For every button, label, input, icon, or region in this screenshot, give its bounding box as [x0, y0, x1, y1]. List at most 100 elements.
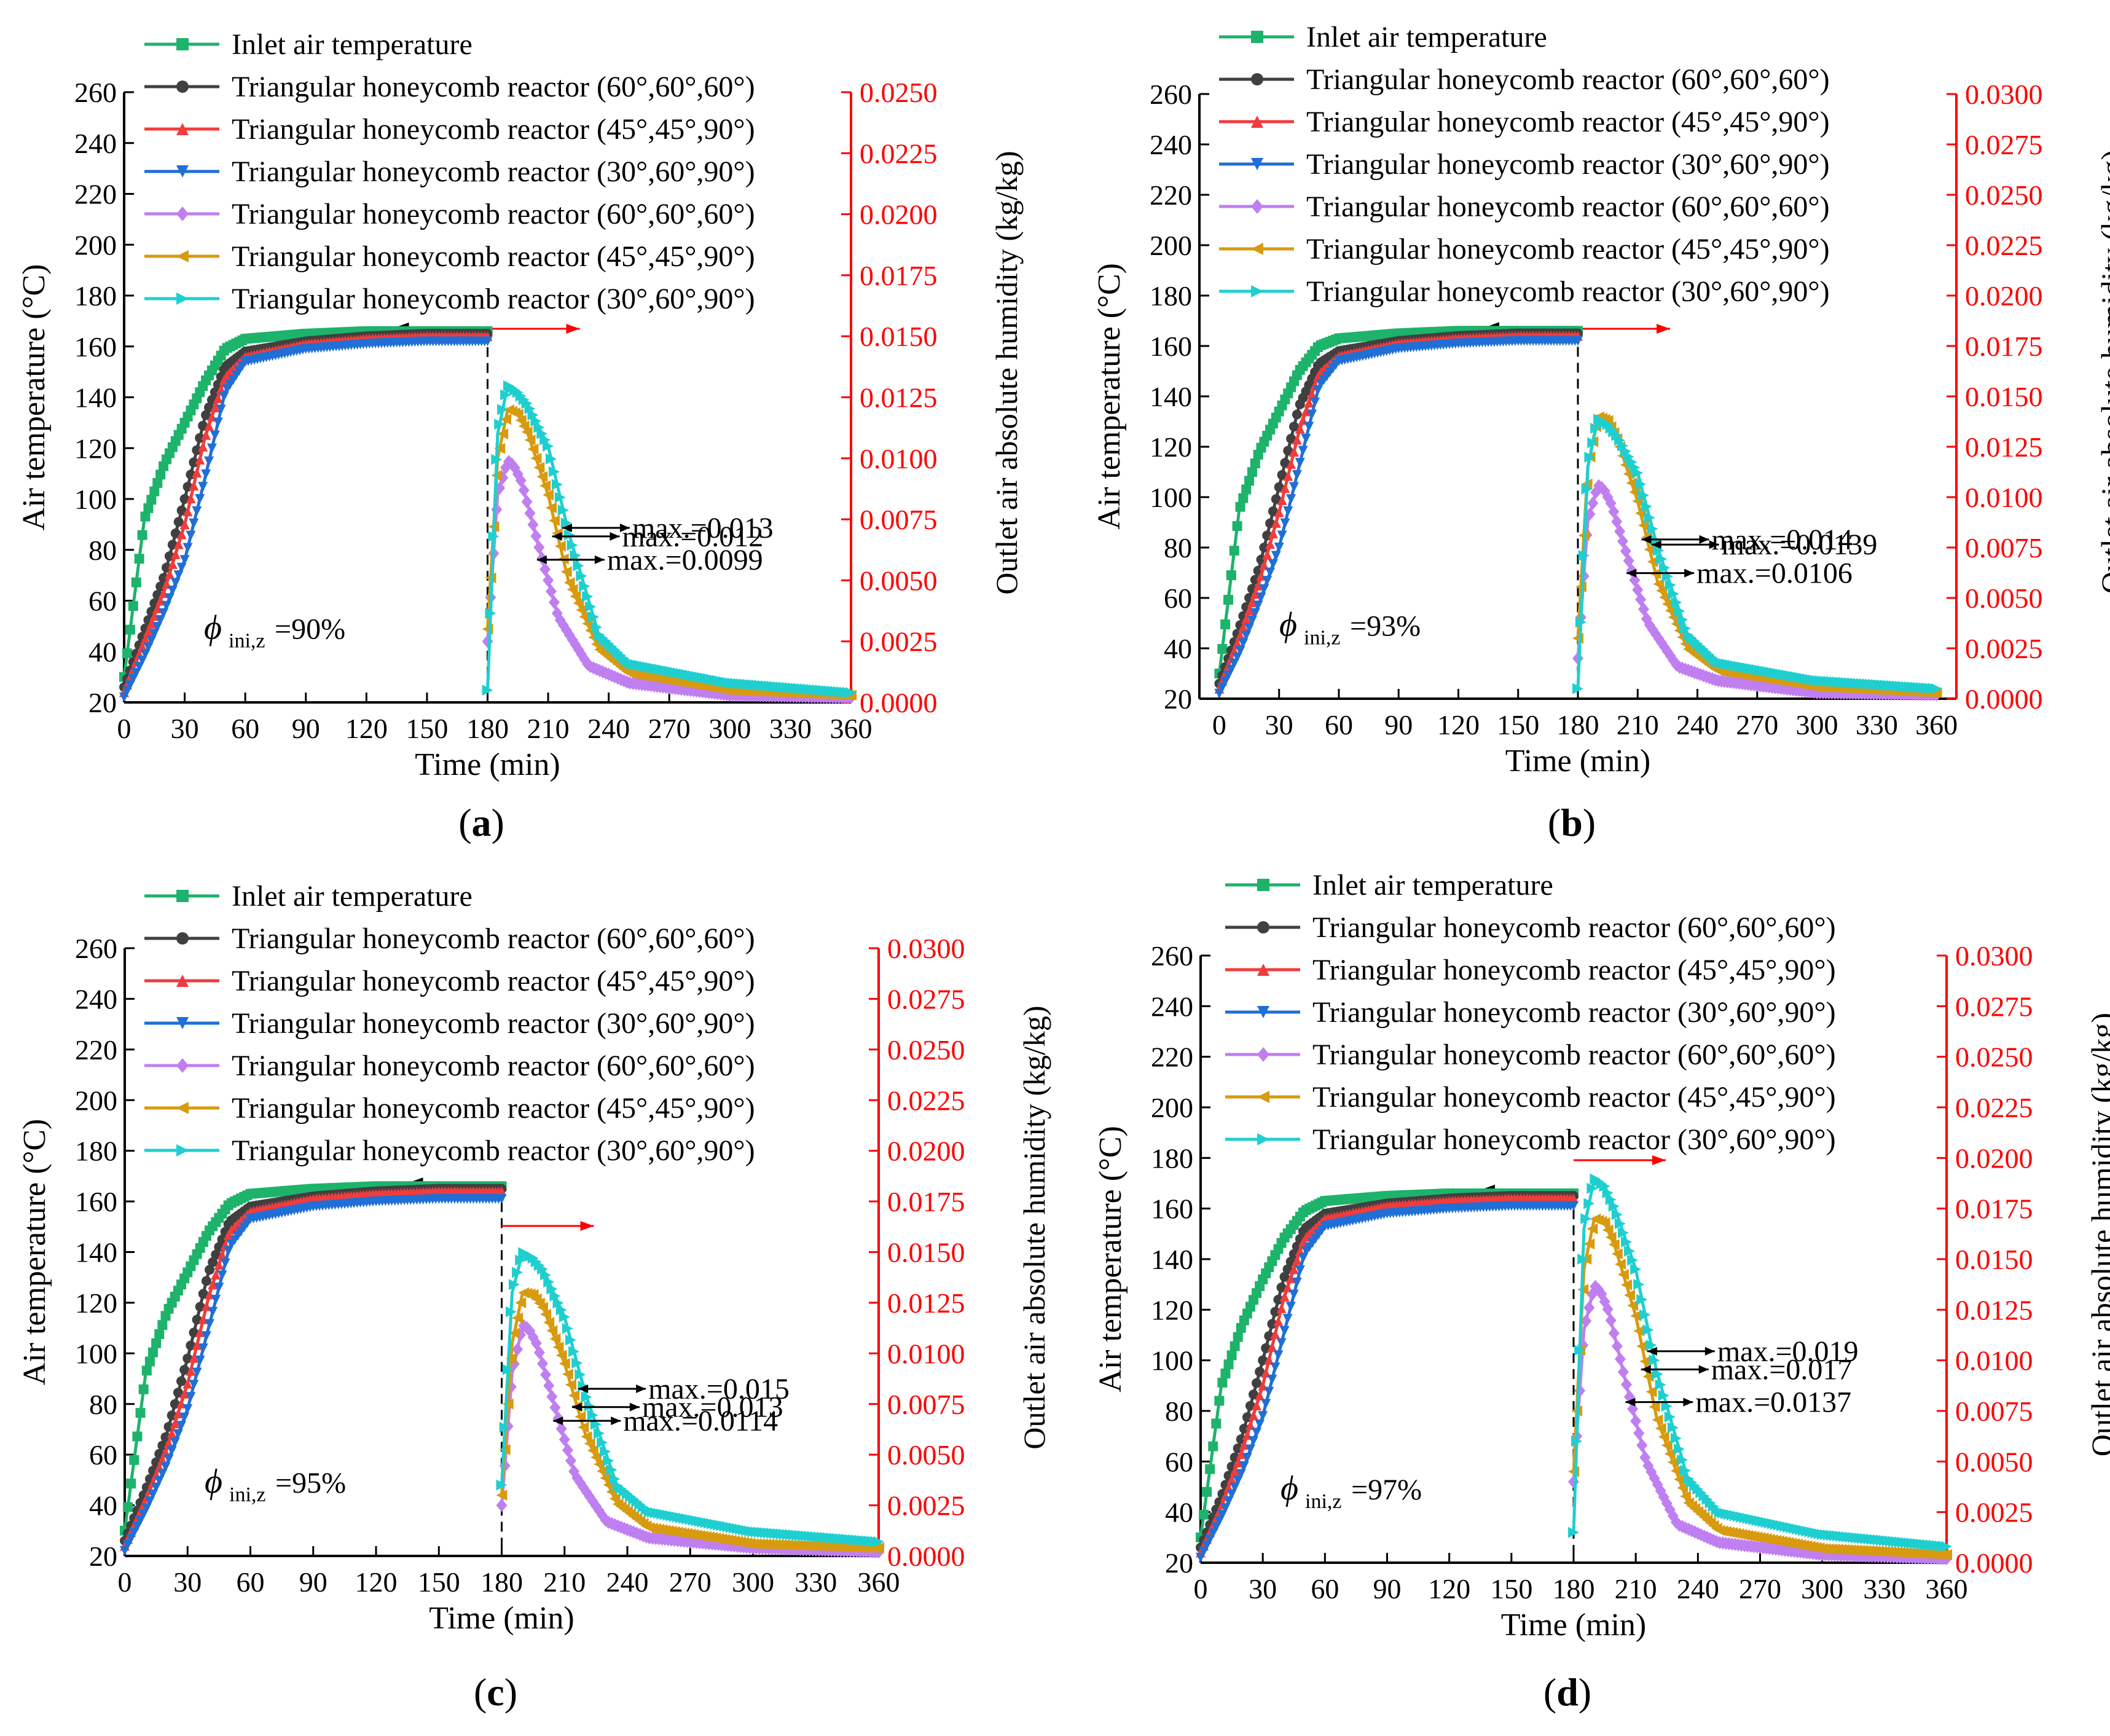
- y2-tick-label: 0.0050: [860, 565, 938, 596]
- temperature-series-point: [1239, 1423, 1249, 1434]
- temperature-series-point: [1295, 1265, 1305, 1276]
- humidity-series-point: [555, 1349, 567, 1361]
- temperature-series-point: [163, 1454, 174, 1464]
- temperature-series-point: [1298, 446, 1308, 456]
- legend-label: Triangular honeycomb reactor (60°,60°,60…: [232, 71, 755, 103]
- y2-axis-title: Outlet air absolute humidity (kg/kg): [2085, 1013, 2110, 1456]
- humidity-series-point: [1649, 1401, 1660, 1413]
- humidity-series-point: [555, 1422, 567, 1436]
- temperature-series-point: [176, 529, 187, 540]
- max-annotation: max.=0.0137: [1695, 1386, 1851, 1419]
- temperature-series-point: [120, 1546, 130, 1556]
- humidity-series-point: [609, 1473, 621, 1485]
- humidity-series-point: [1611, 1209, 1623, 1220]
- humidity-series-point: [1931, 683, 1942, 694]
- legend-label: Triangular honeycomb reactor (60°,60°,60…: [232, 922, 755, 955]
- legend-marker: [176, 1144, 189, 1157]
- temperature-series-point: [1255, 1390, 1265, 1400]
- temperature-series-point: [1286, 494, 1296, 505]
- temperature-series-point: [1259, 584, 1269, 594]
- annotation-arrowhead: [610, 532, 620, 541]
- humidity-series-point: [1620, 1279, 1632, 1290]
- legend-label: Triangular honeycomb reactor (45°,45°,90…: [1306, 106, 1830, 138]
- temperature-series-point: [1261, 1399, 1271, 1409]
- humidity-series-point: [587, 1445, 598, 1456]
- y2-tick-label: 0.0050: [1955, 1446, 2033, 1477]
- legend-label: Triangular honeycomb reactor (30°,60°,90…: [232, 155, 755, 188]
- humidity-series-point: [1605, 1313, 1617, 1327]
- humidity-series-point: [1623, 451, 1634, 463]
- max-annotation: max.=0.0106: [1696, 557, 1853, 590]
- temperature-series-point: [1236, 1449, 1246, 1459]
- temperature-series-point: [219, 391, 229, 402]
- y-tick-label: 140: [75, 1237, 117, 1268]
- y-tick-label: 60: [1164, 583, 1192, 614]
- annotation-arrowhead: [1709, 540, 1719, 549]
- x-tick-label: 330: [1863, 1573, 1905, 1604]
- humidity-series-point: [1620, 544, 1631, 558]
- x-tick-label: 360: [830, 713, 873, 744]
- arrowhead-right: [1657, 324, 1670, 334]
- humidity-series-point: [1620, 446, 1631, 457]
- x-axis-title: Time (min): [1501, 1608, 1646, 1643]
- humidity-series-point: [1586, 1182, 1598, 1194]
- temperature-series-point: [1248, 1410, 1258, 1420]
- humidity-series-point: [579, 580, 590, 592]
- humidity-series-point: [1659, 592, 1671, 603]
- y2-tick-label: 0.0075: [860, 504, 938, 535]
- panel-label-letter: b: [1561, 801, 1583, 844]
- humidity-series-point: [554, 492, 566, 503]
- y2-tick-label: 0.0075: [887, 1389, 965, 1420]
- y-tick-label: 240: [1151, 991, 1193, 1022]
- x-tick-label: 180: [480, 1566, 523, 1598]
- phi-value: =93%: [1350, 610, 1421, 643]
- humidity-series-point: [1633, 1426, 1645, 1440]
- temperature-series-point: [146, 618, 157, 629]
- legend-label: Triangular honeycomb reactor (60°,60°,60…: [232, 1050, 755, 1082]
- humidity-series-point: [570, 591, 581, 602]
- temperature-series-point: [1226, 1350, 1237, 1361]
- legend-marker: [1251, 158, 1263, 170]
- humidity-series-line: [486, 458, 852, 699]
- x-tick-label: 180: [1553, 1573, 1595, 1604]
- humidity-series-point: [549, 1333, 561, 1345]
- y2-tick-label: 0.0175: [887, 1186, 965, 1217]
- humidity-series-point: [1653, 544, 1665, 556]
- y-tick-label: 260: [1150, 79, 1192, 110]
- humidity-series-point: [1630, 1414, 1642, 1428]
- y-tick-label: 120: [74, 433, 117, 464]
- humidity-series-point: [1605, 1194, 1617, 1206]
- y-tick-label: 60: [89, 1439, 117, 1471]
- humidity-series-point: [597, 1437, 608, 1448]
- legend-label: Triangular honeycomb reactor (45°,45°,90…: [232, 1092, 755, 1125]
- temperature-series-point: [1214, 1396, 1225, 1406]
- x-tick-label: 210: [527, 713, 570, 744]
- humidity-series-point: [548, 595, 560, 609]
- y-tick-label: 220: [1151, 1042, 1193, 1073]
- humidity-series-point: [1644, 512, 1655, 524]
- temperature-series-point: [128, 601, 138, 611]
- humidity-series-point: [1605, 1231, 1617, 1243]
- temperature-series-point: [176, 505, 187, 516]
- humidity-series-line: [1576, 482, 1937, 696]
- y-tick-label: 140: [1150, 381, 1192, 412]
- temperature-series-point: [1250, 458, 1260, 469]
- temperature-series-point: [206, 443, 217, 454]
- humidity-series-point: [560, 517, 572, 529]
- legend-label: Triangular honeycomb reactor (60°,60°,60…: [1306, 63, 1830, 96]
- legend-label: Triangular honeycomb reactor (30°,60°,90…: [232, 1007, 755, 1040]
- temperature-series-point: [1229, 546, 1239, 556]
- y-tick-label: 260: [74, 77, 117, 108]
- humidity-series-point: [543, 440, 554, 452]
- temperature-series-point: [1235, 630, 1245, 641]
- y2-tick-label: 0.0225: [1965, 230, 2043, 261]
- y-tick-label: 180: [75, 1136, 117, 1167]
- temperature-series-point: [186, 493, 196, 504]
- panel-label: (d): [1543, 1670, 1591, 1714]
- humidity-series-point: [1667, 1422, 1679, 1434]
- y-tick-label: 180: [1150, 280, 1192, 312]
- humidity-series-point: [1644, 544, 1655, 556]
- temperature-series-point: [213, 417, 223, 428]
- temperature-series-point: [125, 624, 135, 635]
